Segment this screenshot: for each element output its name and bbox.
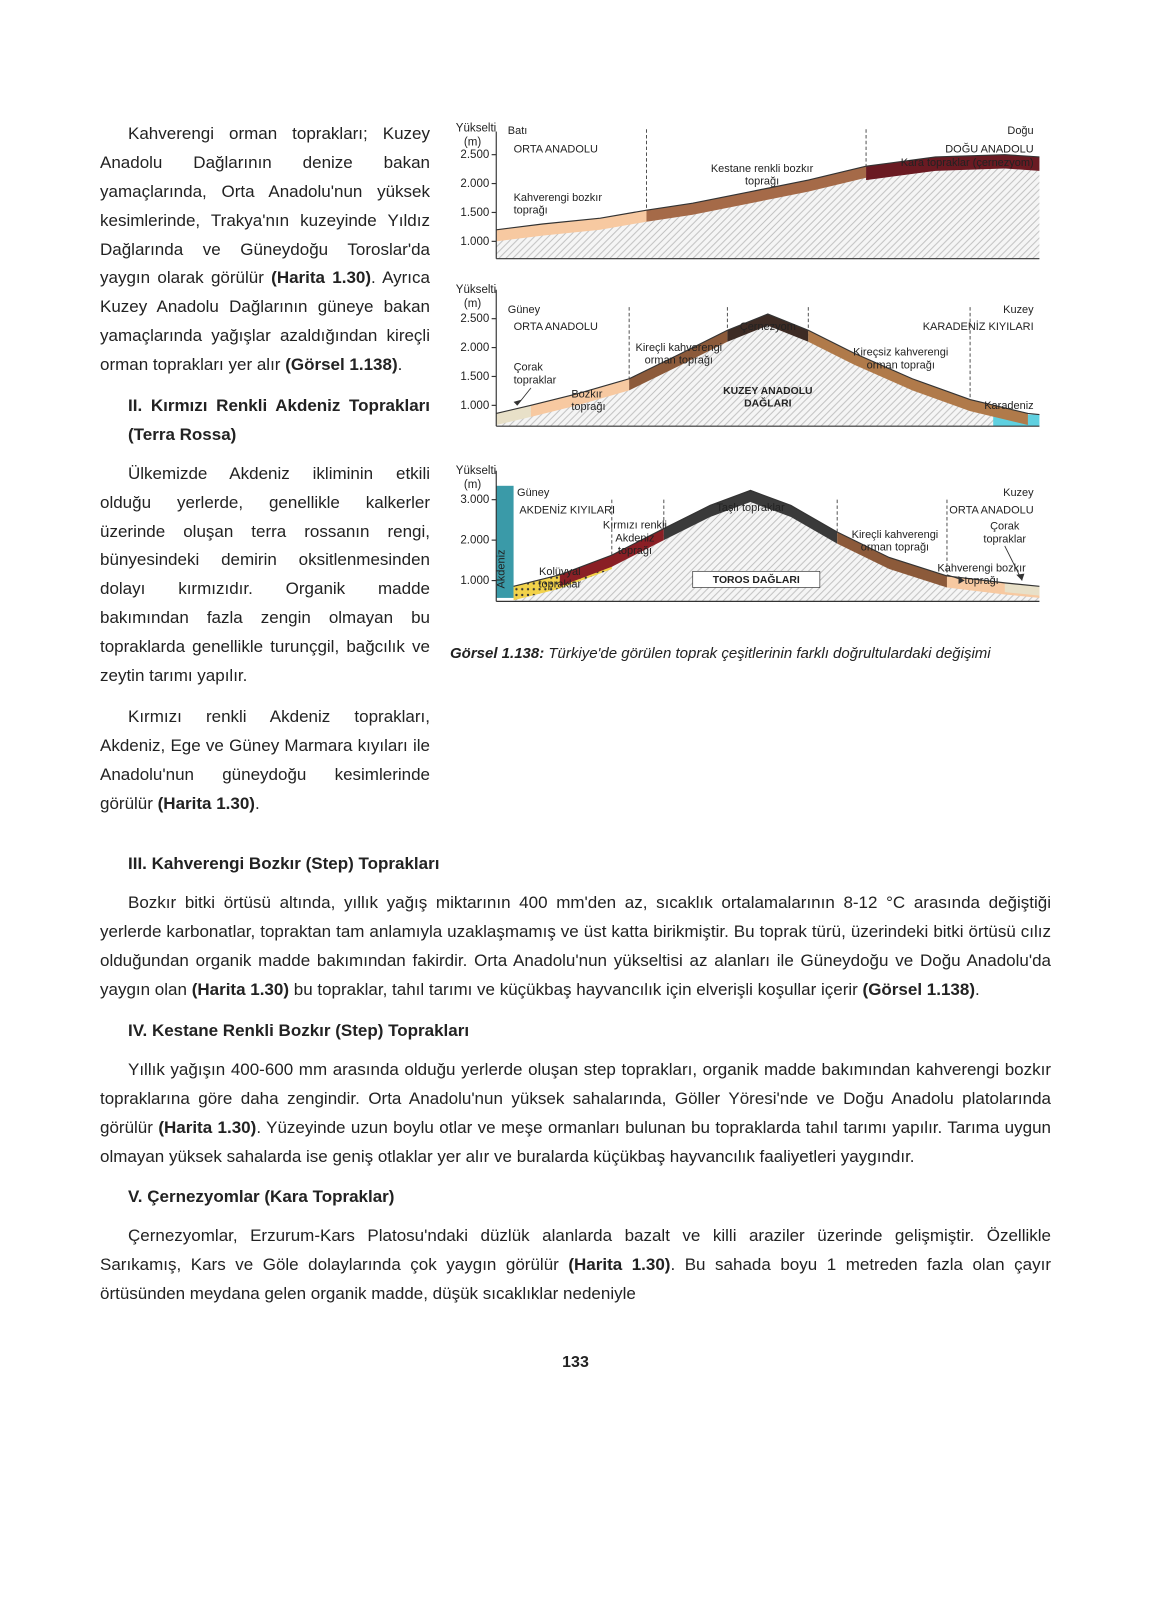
svg-text:Doğu: Doğu [1007, 125, 1033, 137]
svg-text:(m): (m) [464, 136, 481, 148]
svg-text:DAĞLARI: DAĞLARI [744, 397, 791, 410]
chart-1-bati-dogu: 2.500 2.000 1.500 1.000 Yükselti(m) Batı Doğu O… [450, 120, 1051, 276]
svg-text:Akdeniz: Akdeniz [615, 533, 654, 545]
svg-text:Güney: Güney [508, 304, 541, 316]
svg-text:Kahverengi bozkır: Kahverengi bozkır [937, 563, 1026, 575]
svg-text:Kahverengi bozkır: Kahverengi bozkır [514, 192, 603, 204]
svg-text:KUZEY ANADOLU: KUZEY ANADOLU [723, 386, 812, 397]
svg-text:ORTA ANADOLU: ORTA ANADOLU [514, 143, 598, 155]
svg-text:3.000: 3.000 [460, 495, 489, 507]
svg-text:Çorak: Çorak [514, 362, 544, 374]
svg-text:1.000: 1.000 [460, 400, 489, 412]
page-number: 133 [100, 1349, 1051, 1376]
svg-text:2.500: 2.500 [460, 149, 489, 161]
svg-text:toprağı: toprağı [965, 575, 999, 587]
heading-v: V. Çernezyomlar (Kara Topraklar) [128, 1183, 1051, 1212]
svg-text:AKDENİZ KIYILARI: AKDENİZ KIYILARI [519, 504, 615, 517]
svg-text:(m): (m) [464, 479, 481, 491]
paragraph-6: Çernezyomlar, Erzurum-Kars Platosu'ndaki… [100, 1222, 1051, 1309]
svg-text:orman toprağı: orman toprağı [861, 542, 929, 554]
svg-text:Batı: Batı [508, 125, 528, 137]
svg-text:2.500: 2.500 [460, 313, 489, 325]
svg-text:toprağı: toprağı [571, 401, 605, 413]
figure-caption: Görsel 1.138: Türkiye'de görülen toprak … [450, 641, 1051, 667]
paragraph-5: Yıllık yağışın 400-600 mm arasında olduğ… [100, 1056, 1051, 1172]
svg-text:1.000: 1.000 [460, 575, 489, 587]
svg-text:Kestane renkli bozkır: Kestane renkli bozkır [711, 163, 814, 175]
svg-text:1.500: 1.500 [460, 371, 489, 383]
svg-text:Akdeniz: Akdeniz [495, 550, 507, 589]
svg-text:(m): (m) [464, 298, 481, 310]
svg-text:toprağı: toprağı [745, 176, 779, 188]
svg-text:ORTA ANADOLU: ORTA ANADOLU [514, 321, 598, 333]
svg-text:topraklar: topraklar [983, 534, 1026, 546]
svg-text:topraklar: topraklar [514, 374, 557, 386]
svg-text:Kireçsiz kahverengi: Kireçsiz kahverengi [853, 347, 948, 359]
chart-2-guney-kuzey-karadeniz: 2.500 2.000 1.500 1.000 Yükselti (m) Güney Kuze… [450, 284, 1051, 457]
svg-text:Yükselti: Yükselti [456, 284, 496, 296]
chart-3-guney-kuzey-toros: 3.000 2.000 1.000 Yükselti(m) Güney Kuzey AKDE… [450, 465, 1051, 633]
svg-text:Yükselti: Yükselti [456, 466, 496, 478]
svg-text:orman toprağı: orman toprağı [645, 355, 713, 367]
svg-text:2.000: 2.000 [460, 342, 489, 354]
svg-text:Kolüvyal: Kolüvyal [539, 566, 580, 578]
svg-text:2.000: 2.000 [460, 535, 489, 547]
svg-text:DOĞU ANADOLU: DOĞU ANADOLU [945, 142, 1033, 155]
svg-text:topraklar: topraklar [538, 579, 581, 591]
svg-text:Çorak: Çorak [990, 521, 1020, 533]
svg-text:KARADENİZ KIYILARI: KARADENİZ KIYILARI [923, 320, 1034, 333]
svg-text:ORTA ANADOLU: ORTA ANADOLU [949, 505, 1033, 517]
svg-text:Kuzey: Kuzey [1003, 304, 1034, 316]
heading-ii: II. Kırmızı Renkli Akdeniz Toprakları (T… [128, 392, 430, 450]
svg-text:Çernezyom: Çernezyom [740, 321, 796, 333]
svg-text:Karadeniz: Karadeniz [984, 400, 1033, 412]
svg-text:Yükselti: Yükselti [456, 123, 496, 135]
svg-text:Güney: Güney [517, 488, 550, 500]
svg-text:Kuzey: Kuzey [1003, 488, 1034, 500]
svg-text:TOROS DAĞLARI: TOROS DAĞLARI [713, 573, 800, 586]
svg-text:2.000: 2.000 [460, 178, 489, 190]
paragraph-3: Kırmızı renkli Akdeniz toprakları, Akden… [100, 703, 430, 819]
svg-text:1.000: 1.000 [460, 236, 489, 248]
paragraph-1: Kahverengi orman toprakları; Kuzey Anado… [100, 120, 430, 380]
svg-text:Kırmızı renkli: Kırmızı renkli [603, 520, 667, 532]
svg-text:Kireçli kahverengi: Kireçli kahverengi [636, 342, 723, 354]
paragraph-2: Ülkemizde Akdeniz ikliminin etkili olduğ… [100, 460, 430, 691]
svg-text:orman toprağı: orman toprağı [867, 359, 935, 371]
svg-text:toprağı: toprağı [618, 545, 652, 557]
svg-text:Kireçli kahverengi: Kireçli kahverengi [852, 529, 939, 541]
svg-text:1.500: 1.500 [460, 207, 489, 219]
svg-text:Kara topraklar (çernezyom): Kara topraklar (çernezyom) [901, 157, 1034, 169]
heading-iv: IV. Kestane Renkli Bozkır (Step) Toprakl… [128, 1017, 1051, 1046]
paragraph-4: Bozkır bitki örtüsü altında, yıllık yağı… [100, 889, 1051, 1005]
svg-text:Bozkır: Bozkır [571, 388, 602, 400]
heading-iii: III. Kahverengi Bozkır (Step) Toprakları [128, 850, 1051, 879]
svg-text:Taşlı topraklar: Taşlı topraklar [716, 503, 785, 515]
svg-text:toprağı: toprağı [514, 205, 548, 217]
